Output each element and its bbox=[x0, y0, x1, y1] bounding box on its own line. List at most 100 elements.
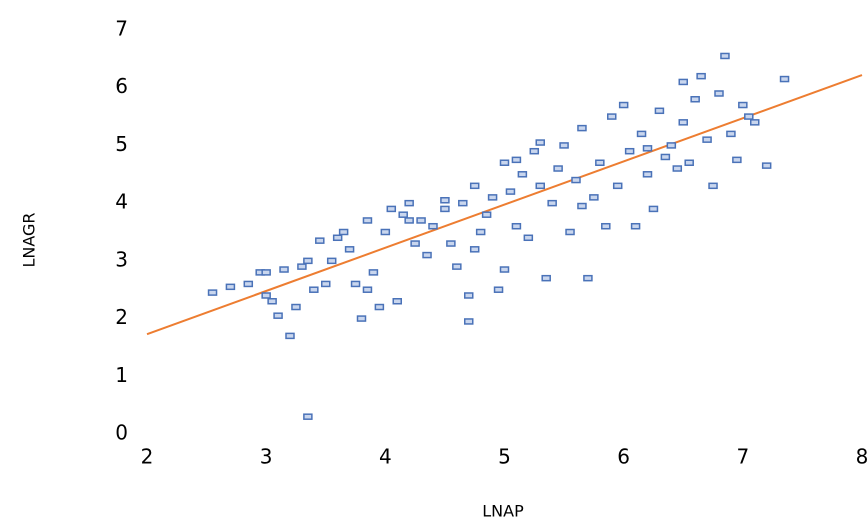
point bbox=[369, 270, 377, 275]
point bbox=[632, 224, 640, 229]
point bbox=[298, 264, 306, 269]
point bbox=[226, 284, 234, 289]
point bbox=[524, 235, 532, 240]
point bbox=[572, 178, 580, 183]
point bbox=[471, 183, 479, 188]
y-tick-label: 1 bbox=[115, 363, 128, 387]
point bbox=[322, 281, 330, 286]
y-tick-label: 6 bbox=[115, 74, 128, 98]
y-tick-label: 3 bbox=[115, 247, 128, 271]
point bbox=[280, 267, 288, 272]
y-tick-label: 0 bbox=[115, 421, 128, 445]
point bbox=[554, 166, 562, 171]
point bbox=[536, 140, 544, 145]
point bbox=[578, 204, 586, 209]
point bbox=[715, 91, 723, 96]
point bbox=[512, 224, 520, 229]
point bbox=[501, 267, 509, 272]
point bbox=[363, 287, 371, 292]
point bbox=[620, 103, 628, 108]
y-axis-title: LNAGR bbox=[20, 212, 39, 267]
y-tick-label: 5 bbox=[115, 132, 128, 156]
point bbox=[501, 160, 509, 165]
point bbox=[763, 163, 771, 168]
point bbox=[441, 198, 449, 203]
point bbox=[304, 414, 312, 419]
point bbox=[655, 108, 663, 113]
point bbox=[465, 293, 473, 298]
point bbox=[483, 212, 491, 217]
point bbox=[495, 287, 503, 292]
point bbox=[286, 333, 294, 338]
point bbox=[602, 224, 610, 229]
point bbox=[530, 149, 538, 154]
x-tick-label: 8 bbox=[856, 445, 867, 469]
x-tick-label: 7 bbox=[736, 445, 749, 469]
point bbox=[751, 120, 759, 125]
point bbox=[590, 195, 598, 200]
point bbox=[512, 157, 520, 162]
point bbox=[667, 143, 675, 148]
point bbox=[399, 212, 407, 217]
point bbox=[358, 316, 366, 321]
chart: LNAP LNAGR 012345672345678 bbox=[0, 0, 867, 523]
x-tick-label: 5 bbox=[498, 445, 511, 469]
point bbox=[733, 157, 741, 162]
point bbox=[477, 230, 485, 235]
point bbox=[697, 74, 705, 79]
point bbox=[691, 97, 699, 102]
trend-line bbox=[147, 75, 862, 334]
point bbox=[447, 241, 455, 246]
point bbox=[518, 172, 526, 177]
point bbox=[429, 224, 437, 229]
point bbox=[548, 201, 556, 206]
point bbox=[346, 247, 354, 252]
point bbox=[268, 299, 276, 304]
point bbox=[405, 201, 413, 206]
point bbox=[411, 241, 419, 246]
point bbox=[465, 319, 473, 324]
point bbox=[244, 281, 252, 286]
point bbox=[375, 305, 383, 310]
point bbox=[393, 299, 401, 304]
point bbox=[262, 293, 270, 298]
point bbox=[560, 143, 568, 148]
point bbox=[679, 79, 687, 84]
point bbox=[340, 230, 348, 235]
point bbox=[614, 183, 622, 188]
x-axis-title: LNAP bbox=[482, 502, 524, 521]
point bbox=[673, 166, 681, 171]
point bbox=[649, 206, 657, 211]
point bbox=[292, 305, 300, 310]
point bbox=[781, 77, 789, 82]
point bbox=[679, 120, 687, 125]
point bbox=[387, 206, 395, 211]
x-tick-label: 6 bbox=[617, 445, 630, 469]
point bbox=[608, 114, 616, 119]
point bbox=[566, 230, 574, 235]
point bbox=[542, 276, 550, 281]
point bbox=[644, 146, 652, 151]
point bbox=[328, 258, 336, 263]
point bbox=[453, 264, 461, 269]
point bbox=[334, 235, 342, 240]
point bbox=[363, 218, 371, 223]
x-tick-label: 3 bbox=[260, 445, 273, 469]
point bbox=[584, 276, 592, 281]
point bbox=[626, 149, 634, 154]
point bbox=[316, 238, 324, 243]
point bbox=[596, 160, 604, 165]
point bbox=[471, 247, 479, 252]
point bbox=[739, 103, 747, 108]
point bbox=[506, 189, 514, 194]
point bbox=[310, 287, 318, 292]
point bbox=[417, 218, 425, 223]
y-tick-label: 4 bbox=[115, 190, 128, 214]
point bbox=[274, 313, 282, 318]
x-tick-label: 4 bbox=[379, 445, 392, 469]
point bbox=[441, 206, 449, 211]
x-tick-label: 2 bbox=[141, 445, 154, 469]
y-tick-label: 2 bbox=[115, 305, 128, 329]
point bbox=[423, 253, 431, 258]
point bbox=[703, 137, 711, 142]
